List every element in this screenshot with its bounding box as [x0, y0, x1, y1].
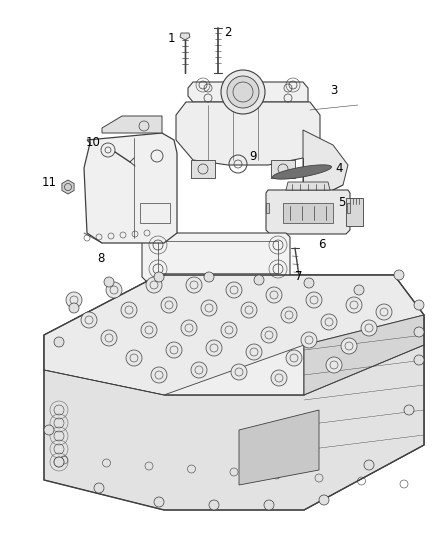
Text: 6: 6	[318, 238, 325, 252]
Polygon shape	[188, 82, 308, 102]
Polygon shape	[176, 102, 320, 165]
Circle shape	[44, 425, 54, 435]
Circle shape	[146, 277, 162, 293]
Circle shape	[321, 314, 337, 330]
Circle shape	[154, 272, 164, 282]
Circle shape	[204, 272, 214, 282]
Circle shape	[286, 350, 302, 366]
Circle shape	[264, 500, 274, 510]
Polygon shape	[266, 190, 350, 234]
Circle shape	[341, 338, 357, 354]
Circle shape	[354, 285, 364, 295]
Circle shape	[101, 330, 117, 346]
Circle shape	[126, 350, 142, 366]
Circle shape	[346, 297, 362, 313]
Circle shape	[271, 370, 287, 386]
Circle shape	[151, 367, 167, 383]
Circle shape	[54, 337, 64, 347]
Circle shape	[261, 327, 277, 343]
Text: 11: 11	[42, 176, 57, 190]
Text: 2: 2	[224, 27, 232, 39]
Circle shape	[221, 322, 237, 338]
Polygon shape	[266, 203, 269, 213]
Polygon shape	[346, 198, 363, 226]
Circle shape	[221, 70, 265, 114]
Polygon shape	[142, 233, 290, 281]
Circle shape	[281, 307, 297, 323]
Circle shape	[241, 302, 257, 318]
Circle shape	[104, 277, 114, 287]
Circle shape	[301, 332, 317, 348]
Text: 9: 9	[249, 150, 257, 164]
Circle shape	[306, 292, 322, 308]
Circle shape	[326, 357, 342, 373]
Circle shape	[94, 483, 104, 493]
Circle shape	[81, 312, 97, 328]
Circle shape	[414, 355, 424, 365]
Circle shape	[231, 364, 247, 380]
Circle shape	[376, 304, 392, 320]
Text: 3: 3	[330, 84, 337, 96]
Circle shape	[404, 405, 414, 415]
Polygon shape	[347, 203, 350, 213]
Circle shape	[266, 287, 282, 303]
Circle shape	[227, 76, 259, 108]
Circle shape	[226, 282, 242, 298]
Circle shape	[246, 344, 262, 360]
Circle shape	[141, 322, 157, 338]
Circle shape	[121, 302, 137, 318]
Circle shape	[201, 300, 217, 316]
Text: 4: 4	[335, 161, 343, 174]
Polygon shape	[304, 315, 424, 510]
Polygon shape	[102, 116, 162, 133]
Polygon shape	[283, 203, 333, 223]
Circle shape	[191, 362, 207, 378]
Polygon shape	[62, 180, 74, 194]
Circle shape	[186, 277, 202, 293]
Circle shape	[206, 340, 222, 356]
Text: 7: 7	[295, 270, 303, 282]
Circle shape	[161, 297, 177, 313]
Text: 5: 5	[338, 196, 346, 208]
Polygon shape	[44, 345, 424, 510]
Text: 1: 1	[168, 31, 176, 44]
Polygon shape	[286, 182, 330, 190]
Circle shape	[166, 342, 182, 358]
Text: 10: 10	[86, 136, 101, 149]
Circle shape	[181, 320, 197, 336]
Circle shape	[54, 457, 64, 467]
Circle shape	[394, 270, 404, 280]
Circle shape	[319, 495, 329, 505]
Polygon shape	[44, 275, 424, 395]
Circle shape	[209, 500, 219, 510]
Circle shape	[414, 300, 424, 310]
Circle shape	[361, 320, 377, 336]
Circle shape	[254, 275, 264, 285]
Polygon shape	[180, 33, 190, 40]
Circle shape	[69, 303, 79, 313]
Circle shape	[154, 497, 164, 507]
Polygon shape	[44, 275, 424, 395]
Polygon shape	[191, 160, 215, 178]
Polygon shape	[303, 130, 348, 195]
Polygon shape	[271, 160, 295, 178]
Polygon shape	[84, 133, 177, 243]
Polygon shape	[272, 165, 332, 179]
Circle shape	[106, 282, 122, 298]
Circle shape	[364, 460, 374, 470]
Circle shape	[414, 327, 424, 337]
Circle shape	[66, 292, 82, 308]
Polygon shape	[239, 410, 319, 485]
Text: 8: 8	[97, 252, 104, 264]
Circle shape	[304, 278, 314, 288]
